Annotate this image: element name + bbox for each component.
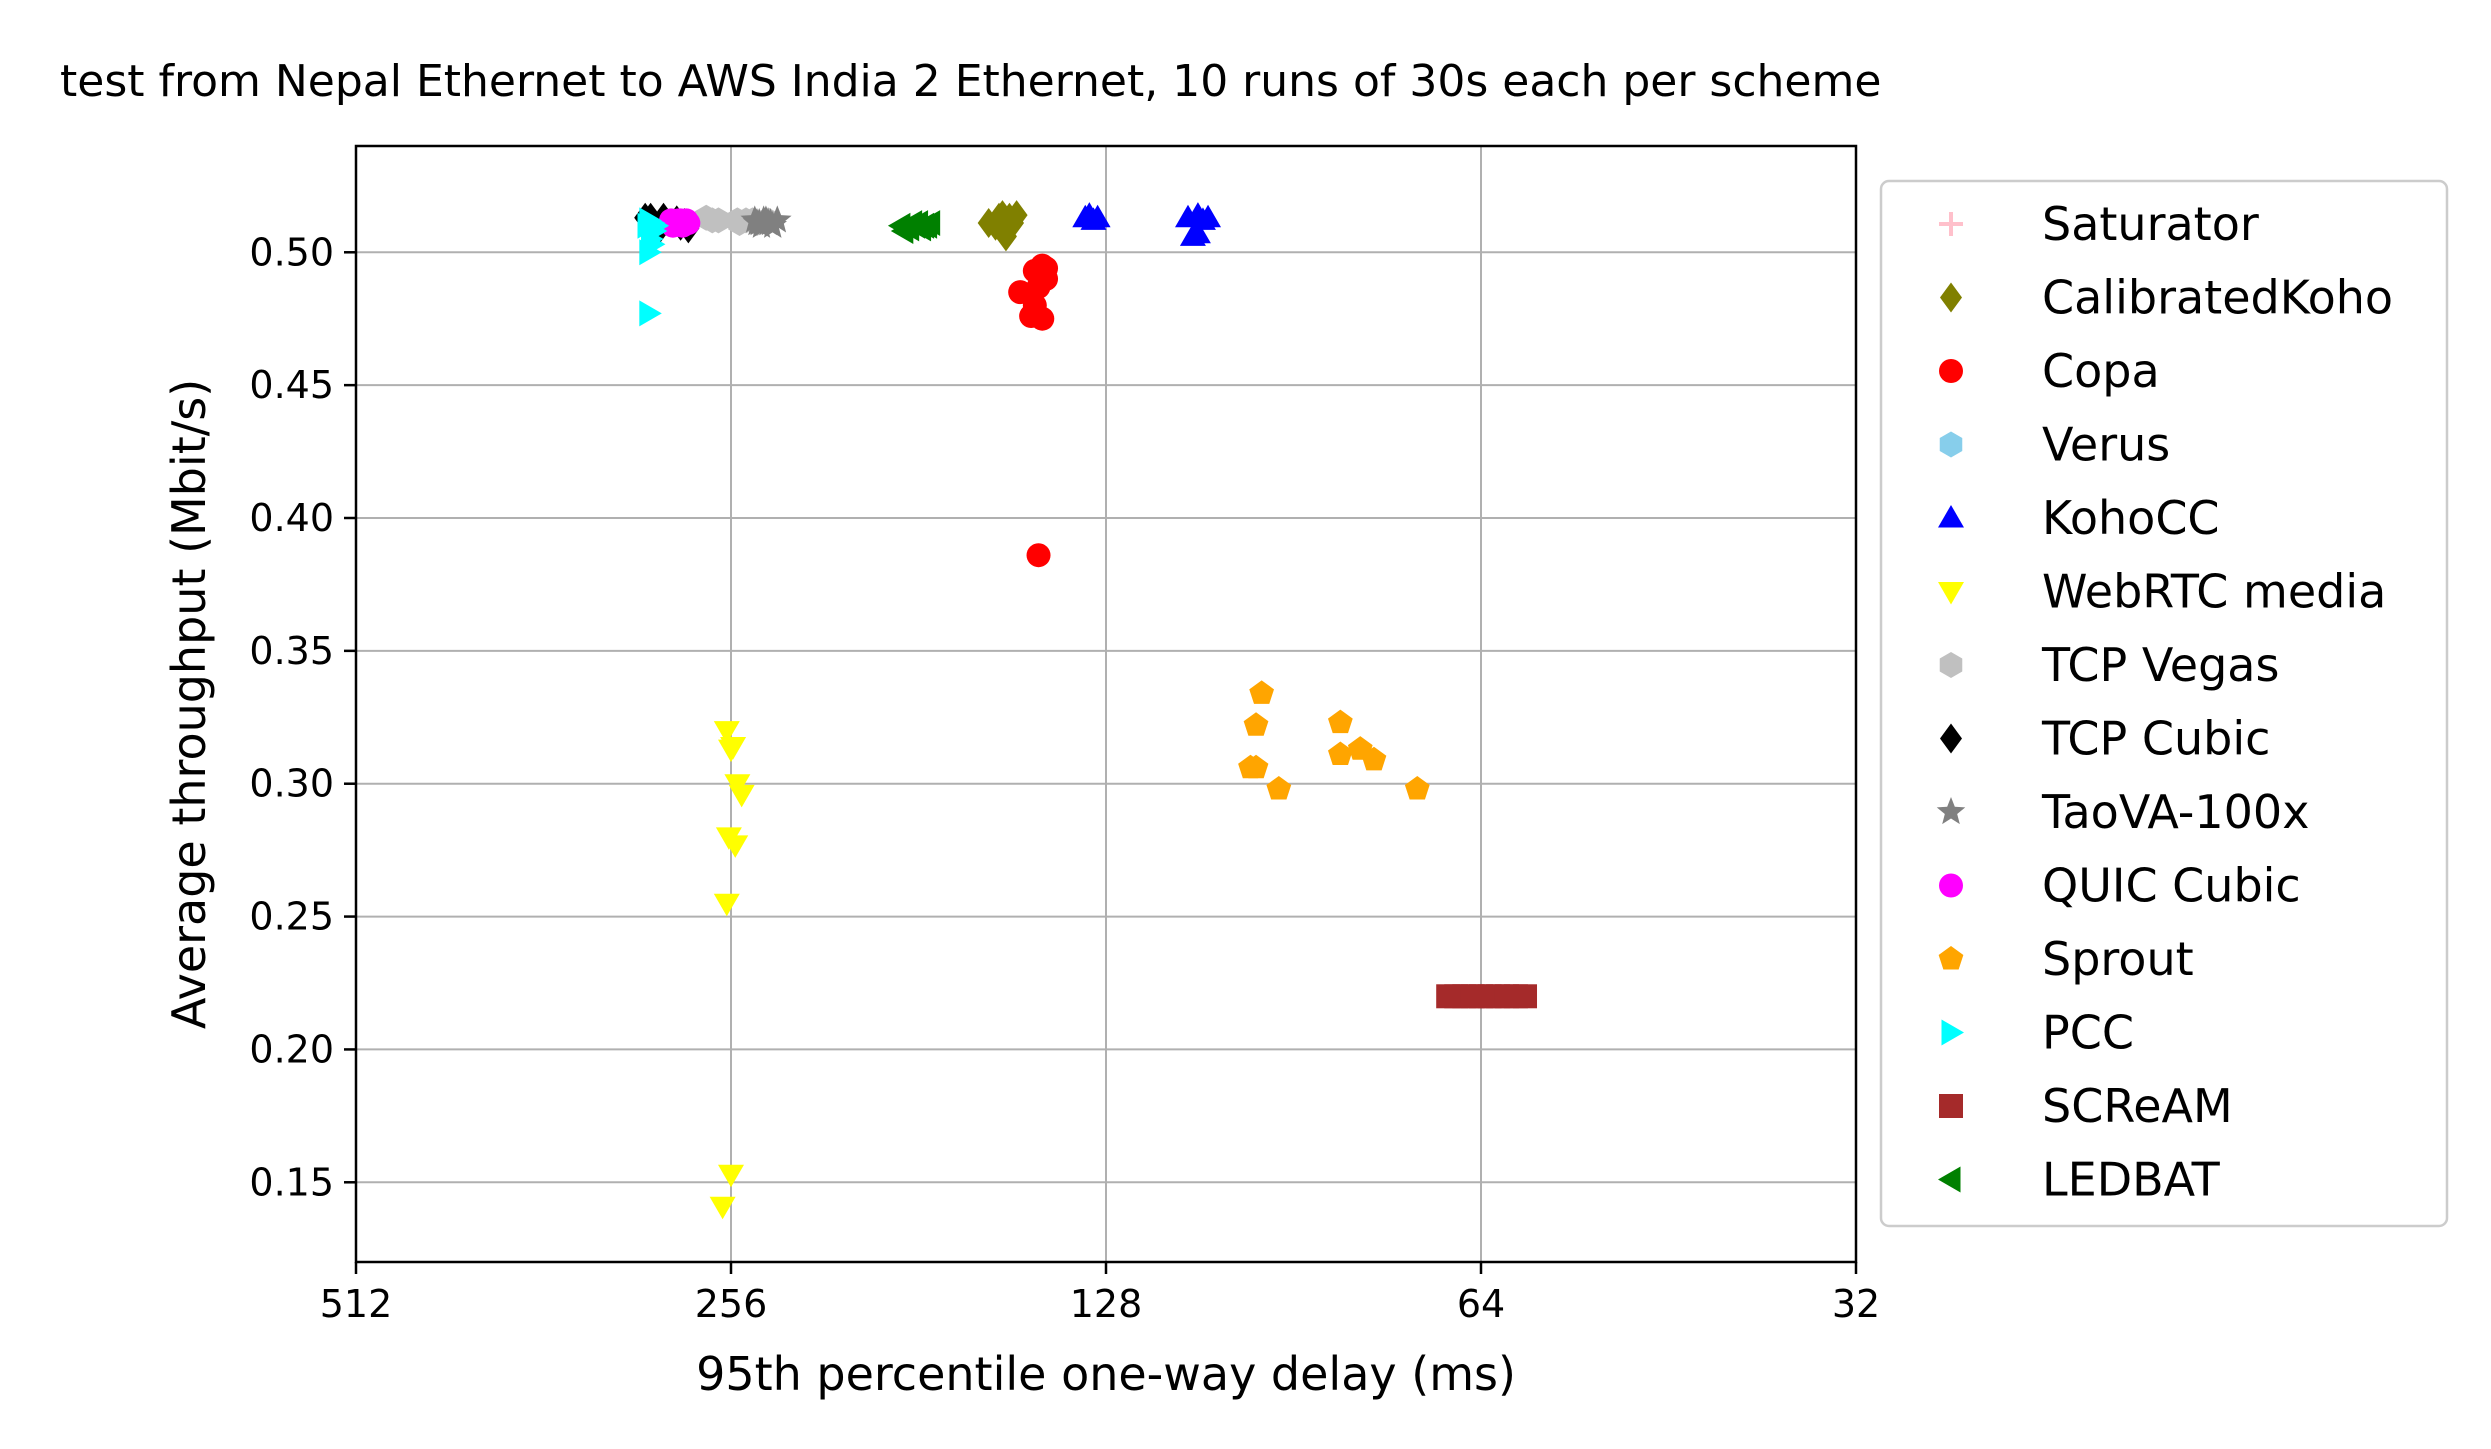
y-tick-label: 0.30 bbox=[249, 762, 334, 806]
legend-marker-pcc bbox=[1941, 1019, 1964, 1046]
legend-label-calibratedkoho: CalibratedKoho bbox=[2042, 271, 2393, 325]
legend-label-quic-cubic: QUIC Cubic bbox=[2042, 859, 2301, 913]
data-point-webrtc-media bbox=[713, 893, 740, 917]
legend-label-scream: SCReAM bbox=[2042, 1079, 2233, 1133]
data-point-scream bbox=[1513, 984, 1538, 1009]
y-tick-label: 0.35 bbox=[249, 629, 334, 673]
legend-marker-taova-100x bbox=[1936, 797, 1966, 825]
data-point-sprout bbox=[1328, 741, 1353, 765]
data-point-webrtc-media bbox=[713, 721, 740, 744]
data-point-sprout bbox=[1404, 776, 1430, 800]
x-tick-label: 256 bbox=[695, 1282, 768, 1326]
legend-marker-tcp-cubic bbox=[1940, 723, 1962, 754]
legend-marker-calibratedkoho bbox=[1940, 282, 1962, 313]
data-point-taova-100x bbox=[751, 205, 781, 233]
data-point-taova-100x bbox=[758, 210, 787, 238]
x-axis-ticks: 512 256 128 64 32 bbox=[320, 1262, 1880, 1326]
legend-label-kohocc: KohoCC bbox=[2042, 491, 2220, 545]
y-tick-label: 0.40 bbox=[249, 496, 334, 540]
legend-label-sprout: Sprout bbox=[2042, 932, 2194, 986]
data-point-kohocc bbox=[1184, 220, 1211, 244]
legend-label-verus: Verus bbox=[2042, 418, 2170, 472]
legend: Saturator CalibratedKoho Copa Verus KohoCC We… bbox=[1936, 197, 2393, 1207]
data-point-copa bbox=[1026, 543, 1051, 568]
data-point-tcp-vegas bbox=[707, 207, 730, 234]
legend-label-ledbat: LEDBAT bbox=[2042, 1153, 2221, 1207]
legend-label-copa: Copa bbox=[2042, 344, 2160, 398]
legend-label-tcp-cubic: TCP Cubic bbox=[2041, 712, 2270, 766]
legend-label-taova-100x: TaoVA-100x bbox=[2041, 785, 2309, 839]
legend-marker-copa bbox=[1939, 359, 1963, 383]
legend-marker-verus bbox=[1939, 431, 1963, 458]
data-point-kohocc bbox=[1189, 207, 1216, 230]
legend-label-saturator: Saturator bbox=[2042, 197, 2259, 251]
x-tick-label: 64 bbox=[1457, 1282, 1505, 1326]
y-tick-label: 0.45 bbox=[249, 363, 334, 407]
data-point-sprout bbox=[1249, 680, 1274, 704]
legend-marker-tcp-vegas bbox=[1939, 652, 1963, 678]
data-point-webrtc-media bbox=[728, 784, 755, 808]
y-tick-label: 0.15 bbox=[249, 1160, 334, 1204]
y-tick-label: 0.50 bbox=[249, 230, 334, 274]
data-point-quic-cubic bbox=[676, 211, 701, 236]
x-tick-label: 32 bbox=[1832, 1282, 1880, 1326]
legend-marker-sprout bbox=[1938, 946, 1964, 970]
legend-label-tcp-vegas: TCP Vegas bbox=[2041, 638, 2279, 692]
data-point-webrtc-media bbox=[709, 1196, 736, 1220]
y-axis-ticks: 0.15 0.20 0.25 0.30 0.35 0.40 0.45 0.50 bbox=[249, 230, 356, 1204]
data-point-webrtc-media bbox=[722, 835, 749, 858]
legend-label-webrtc-media: WebRTC media bbox=[2042, 565, 2386, 619]
data-point-pcc bbox=[637, 212, 660, 239]
data-point-sprout bbox=[1328, 709, 1353, 734]
data-point-pcc bbox=[639, 300, 662, 327]
data-points bbox=[634, 200, 1538, 1220]
legend-marker-webrtc-media bbox=[1938, 582, 1964, 605]
legend-marker-quic-cubic bbox=[1939, 873, 1963, 898]
data-point-copa bbox=[1034, 256, 1059, 281]
legend-marker-scream bbox=[1939, 1094, 1963, 1118]
grid-lines bbox=[355, 146, 1857, 1262]
legend-marker-ledbat bbox=[1938, 1166, 1961, 1193]
data-point-kohocc bbox=[1076, 202, 1103, 225]
x-tick-label: 128 bbox=[1070, 1282, 1143, 1326]
y-axis-label: Average throughput (Mbit/s) bbox=[162, 379, 216, 1029]
legend-marker-saturator bbox=[1939, 212, 1963, 236]
legend-box bbox=[1879, 179, 2449, 1228]
y-tick-label: 0.20 bbox=[249, 1027, 334, 1071]
data-point-calibratedkoho bbox=[1002, 208, 1025, 239]
data-point-copa bbox=[1022, 293, 1047, 318]
legend-label-pcc: PCC bbox=[2042, 1006, 2134, 1060]
data-point-sprout bbox=[1266, 776, 1292, 800]
y-tick-label: 0.25 bbox=[249, 895, 334, 939]
data-point-webrtc-media bbox=[720, 737, 747, 760]
data-point-ledbat bbox=[914, 212, 938, 239]
data-point-sprout bbox=[1361, 746, 1387, 771]
chart-title: test from Nepal Ethernet to AWS India 2 … bbox=[60, 56, 1881, 107]
legend-marker-kohocc bbox=[1938, 505, 1964, 528]
x-tick-label: 512 bbox=[320, 1282, 393, 1326]
data-point-copa bbox=[1026, 274, 1051, 299]
x-axis-label: 95th percentile one-way delay (ms) bbox=[696, 1347, 1516, 1401]
data-point-sprout bbox=[1243, 754, 1269, 779]
data-point-webrtc-media bbox=[718, 1164, 744, 1188]
data-point-sprout bbox=[1243, 712, 1269, 736]
